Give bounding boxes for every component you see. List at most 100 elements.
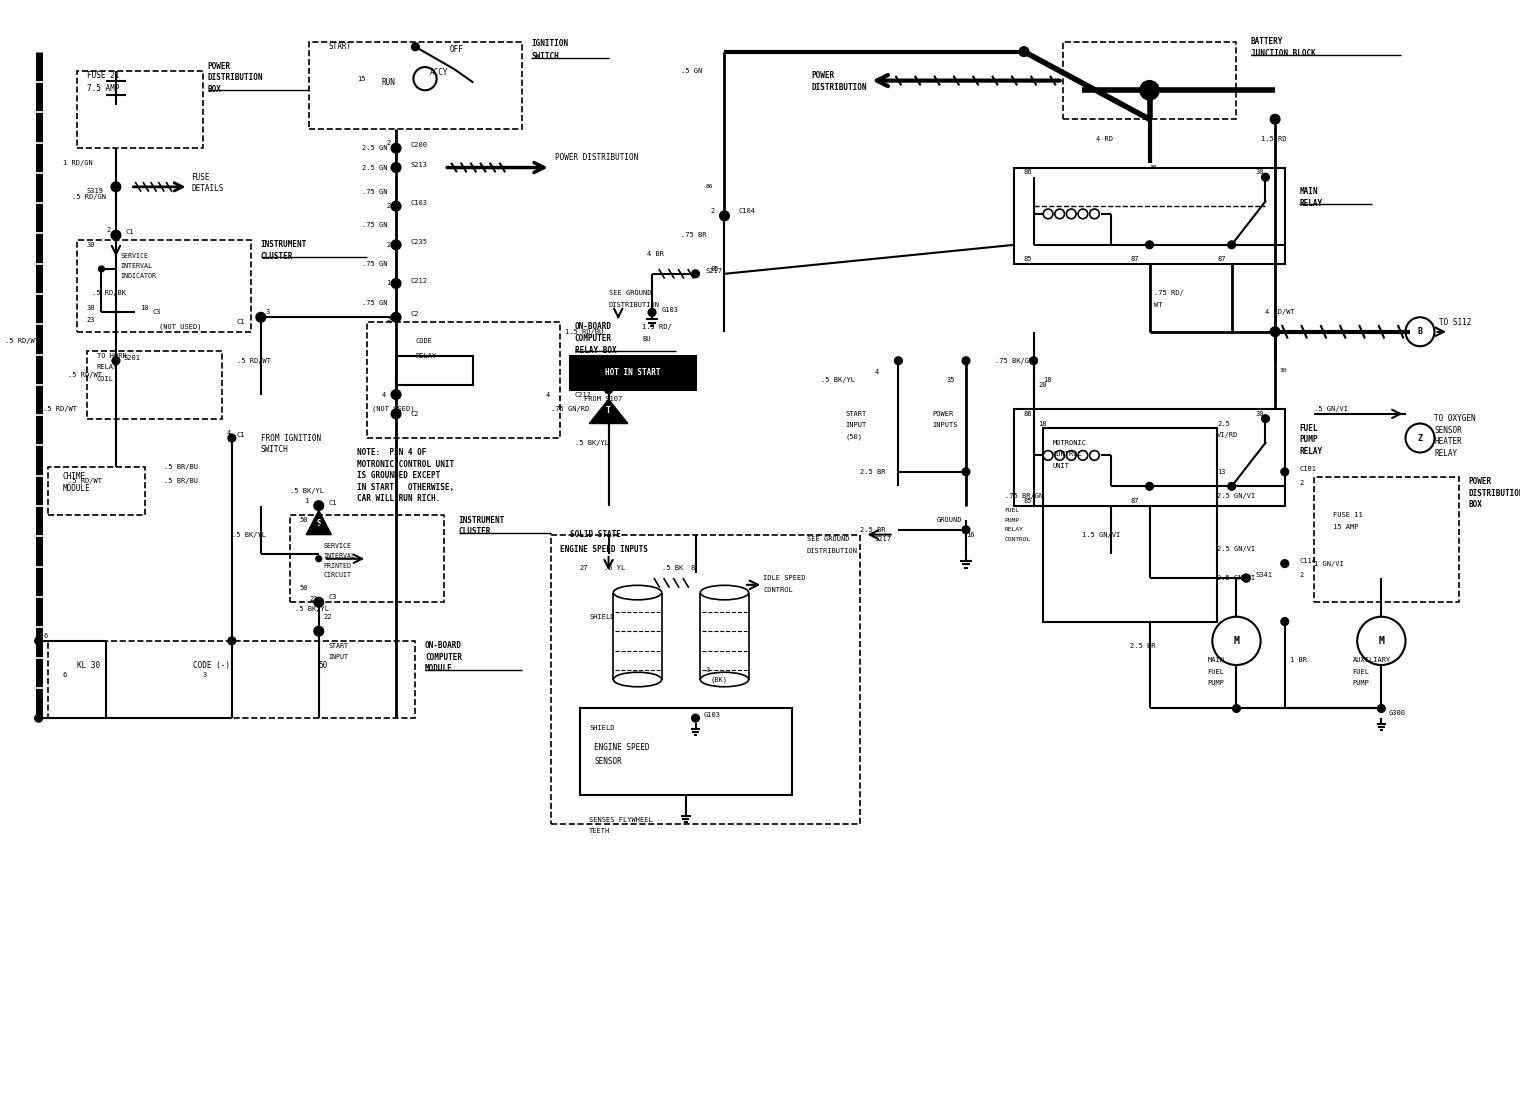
- Text: C1: C1: [126, 230, 134, 235]
- Text: TEETH: TEETH: [590, 828, 611, 835]
- Circle shape: [1281, 560, 1289, 567]
- Text: RELAY: RELAY: [1005, 528, 1023, 532]
- Text: T: T: [606, 406, 611, 415]
- Text: PRINTED: PRINTED: [324, 563, 351, 569]
- Text: INPUT: INPUT: [328, 655, 348, 660]
- Circle shape: [692, 714, 699, 722]
- Text: INTERVAL: INTERVAL: [120, 263, 152, 269]
- Text: RELAY: RELAY: [97, 364, 119, 371]
- Text: S213: S213: [410, 161, 427, 168]
- Text: GROUND: GROUND: [936, 517, 962, 523]
- Bar: [550, 534, 860, 825]
- Text: SEE GROUND: SEE GROUND: [608, 290, 651, 296]
- Circle shape: [1029, 357, 1038, 364]
- Text: 2.5 BR: 2.5 BR: [1131, 643, 1155, 649]
- Circle shape: [1271, 327, 1280, 337]
- Text: .75 RD/: .75 RD/: [1154, 290, 1184, 296]
- Text: G103: G103: [704, 712, 720, 719]
- Text: C3: C3: [328, 594, 337, 601]
- Circle shape: [1228, 241, 1236, 248]
- Text: 87: 87: [1131, 498, 1138, 503]
- Text: HOT IN START: HOT IN START: [605, 368, 661, 376]
- Text: NOTE:  PIN 4 OF: NOTE: PIN 4 OF: [357, 448, 427, 457]
- Text: BOX: BOX: [1468, 500, 1482, 509]
- Text: 2.5 GN: 2.5 GN: [362, 146, 388, 151]
- Circle shape: [228, 434, 236, 442]
- Bar: [1043, 428, 1218, 622]
- Text: G103: G103: [661, 307, 679, 312]
- Circle shape: [111, 182, 120, 192]
- Text: C114: C114: [1300, 558, 1316, 564]
- Text: C1: C1: [328, 500, 337, 506]
- Bar: [309, 42, 521, 129]
- Text: 27: 27: [579, 565, 588, 572]
- Bar: [1313, 477, 1459, 602]
- Text: 13: 13: [1218, 469, 1225, 475]
- Text: CONTROL: CONTROL: [763, 586, 793, 593]
- Text: RELAY: RELAY: [1435, 449, 1458, 458]
- Bar: [366, 322, 561, 438]
- Text: 50: 50: [319, 660, 328, 669]
- Text: .5 RD/WT: .5 RD/WT: [67, 478, 102, 485]
- Text: 22: 22: [309, 596, 318, 603]
- Text: POWER: POWER: [932, 411, 953, 417]
- Text: VI/RD: VI/RD: [1218, 432, 1239, 438]
- Text: 87: 87: [1131, 256, 1138, 263]
- Text: 8: 8: [690, 565, 695, 572]
- Circle shape: [315, 501, 324, 510]
- Circle shape: [1242, 574, 1249, 582]
- Circle shape: [1262, 415, 1269, 423]
- Text: PUMP: PUMP: [1300, 435, 1318, 445]
- Text: WT: WT: [1154, 301, 1163, 308]
- Text: SERVICE: SERVICE: [324, 543, 351, 549]
- Text: IDLE SPEED: IDLE SPEED: [763, 575, 806, 581]
- Text: RUN: RUN: [382, 78, 395, 87]
- Text: C104: C104: [739, 208, 755, 214]
- Text: MODULE: MODULE: [426, 665, 453, 673]
- Circle shape: [1146, 241, 1154, 248]
- Circle shape: [316, 555, 322, 562]
- Text: 4 BR: 4 BR: [648, 252, 664, 257]
- Text: 2: 2: [1300, 572, 1304, 578]
- Text: FUEL: FUEL: [1207, 669, 1225, 675]
- Text: 1 RD/GN: 1 RD/GN: [62, 160, 93, 166]
- Circle shape: [894, 357, 903, 364]
- Text: .75 BR: .75 BR: [681, 232, 707, 238]
- Circle shape: [1228, 482, 1236, 490]
- Text: INPUTS: INPUTS: [932, 423, 958, 428]
- Text: 2.5 BR: 2.5 BR: [860, 527, 885, 533]
- Text: DISTRIBUTION: DISTRIBUTION: [1468, 489, 1520, 498]
- Text: SHIELD: SHIELD: [590, 725, 614, 731]
- Text: 85: 85: [1024, 498, 1032, 503]
- Circle shape: [1242, 574, 1249, 582]
- Text: 87: 87: [1218, 256, 1225, 263]
- Text: M: M: [1379, 636, 1385, 646]
- Text: FUEL: FUEL: [1353, 669, 1370, 675]
- Text: 1.5 GN/VI: 1.5 GN/VI: [1082, 532, 1120, 538]
- Text: IN START.  OTHERWISE,: IN START. OTHERWISE,: [357, 482, 454, 491]
- Text: FUEL: FUEL: [1300, 424, 1318, 433]
- Text: TO OXYGEN: TO OXYGEN: [1435, 414, 1476, 423]
- Text: FROM IGNITION: FROM IGNITION: [261, 434, 321, 443]
- Text: 30: 30: [1280, 368, 1287, 373]
- Text: C200: C200: [410, 142, 427, 148]
- Text: CODE: CODE: [415, 339, 432, 344]
- Circle shape: [1018, 46, 1029, 56]
- Circle shape: [1281, 468, 1289, 476]
- Circle shape: [719, 211, 730, 221]
- Text: 3: 3: [202, 671, 207, 678]
- Text: 30: 30: [1256, 411, 1265, 417]
- Text: .5 BK: .5 BK: [661, 565, 682, 572]
- Text: SWITCH: SWITCH: [261, 445, 289, 454]
- Text: S217: S217: [705, 268, 722, 274]
- Text: 85: 85: [1024, 256, 1032, 263]
- Text: (NOT USED): (NOT USED): [160, 323, 202, 330]
- Text: FROM S107: FROM S107: [584, 396, 623, 402]
- Text: CIRCUIT: CIRCUIT: [324, 572, 351, 578]
- Text: SWITCH: SWITCH: [532, 52, 559, 61]
- Text: 2.5 GN/VI: 2.5 GN/VI: [1218, 493, 1256, 499]
- Text: 22: 22: [324, 614, 331, 619]
- Bar: [579, 709, 792, 795]
- Text: 30: 30: [87, 305, 96, 310]
- Text: 1 BR: 1 BR: [1289, 657, 1307, 664]
